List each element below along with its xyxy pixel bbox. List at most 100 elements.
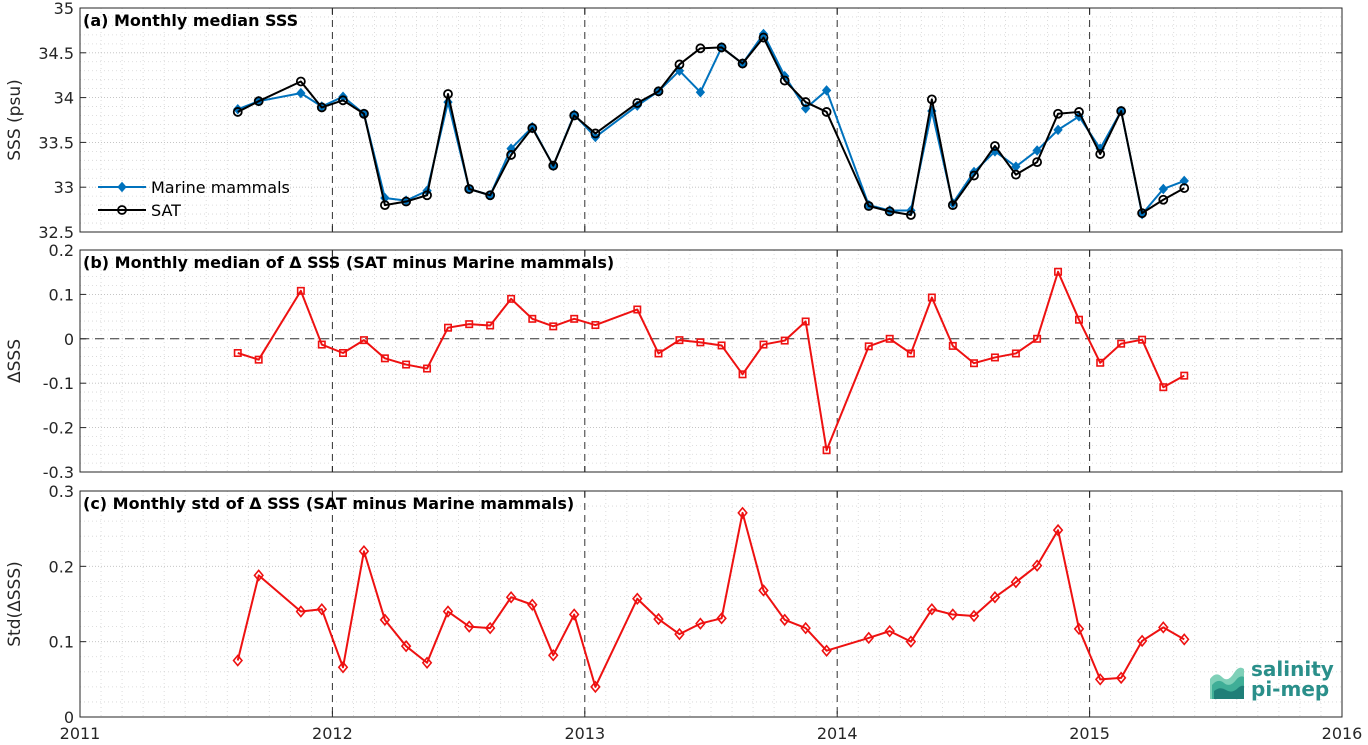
data-point — [568, 608, 580, 621]
data-point — [1074, 315, 1083, 324]
data-point — [990, 353, 999, 362]
data-point — [717, 341, 726, 350]
data-point — [863, 201, 874, 211]
data-point — [970, 359, 979, 368]
data-point — [422, 190, 432, 201]
series-line — [237, 270, 1185, 452]
y-tick-label: 0.1 — [49, 633, 74, 652]
data-point — [527, 598, 538, 611]
logo-text-salinity: salinity — [1251, 657, 1334, 681]
data-point — [695, 43, 706, 54]
data-point — [1054, 267, 1063, 276]
data-point — [1180, 371, 1189, 380]
y-tick-label: 0.2 — [49, 241, 74, 260]
legend: Marine mammals SAT — [98, 178, 290, 220]
data-point — [1179, 175, 1189, 187]
y-tick-label: 32.5 — [38, 223, 74, 242]
data-point — [695, 86, 706, 98]
x-tick-label: 2013 — [564, 724, 605, 743]
data-point — [1094, 673, 1106, 686]
data-point — [337, 661, 349, 674]
data-point — [485, 190, 496, 201]
data-point — [1158, 194, 1169, 205]
data-point — [1032, 145, 1042, 156]
legend-label: SAT — [151, 201, 181, 220]
x-tick-label: 2011 — [60, 724, 101, 743]
panel-a: 32.5 33 33.5 34 34.5 35 SSS (psu) (a) Monthly m… — [5, 0, 1343, 242]
y-axis-label: Std(ΔSSS) — [5, 561, 25, 647]
data-point — [632, 98, 643, 108]
data-point — [359, 108, 369, 119]
salinity-pi-mep-logo: salinity pi-mep — [1208, 655, 1348, 705]
data-point — [295, 605, 307, 618]
data-point — [1011, 349, 1020, 358]
data-point — [296, 286, 305, 295]
y-tick-label: 34 — [54, 89, 74, 108]
axes-box — [79, 7, 1343, 233]
data-point — [316, 102, 327, 113]
data-point — [379, 200, 390, 211]
series-line — [237, 36, 1185, 216]
data-point — [800, 621, 811, 635]
data-point — [738, 370, 747, 379]
data-point — [296, 87, 306, 99]
data-point — [801, 317, 810, 326]
data-point — [884, 624, 895, 638]
data-point — [968, 609, 980, 623]
series-line — [236, 511, 1185, 688]
data-point — [253, 569, 264, 582]
y-tick-label: 0.1 — [49, 285, 74, 304]
data-point — [884, 206, 895, 217]
data-point — [863, 631, 874, 645]
data-point — [1053, 124, 1063, 136]
panel-c: 0 0.1 0.2 0.3 2011 2012 2013 2014 2015 2016 Std(ΔS… — [5, 482, 1362, 743]
data-point — [1179, 183, 1190, 193]
data-point — [442, 605, 454, 618]
data-point — [905, 635, 917, 648]
data-point — [548, 648, 559, 662]
data-point — [737, 506, 748, 520]
data-point — [358, 545, 370, 558]
data-point — [1032, 157, 1043, 168]
data-point — [948, 341, 957, 350]
data-point — [1074, 107, 1084, 117]
data-point — [506, 150, 516, 160]
series-sat — [232, 32, 1190, 220]
panel-title: (c) Monthly std of Δ SSS (SAT minus Mari… — [83, 494, 574, 513]
data-point — [864, 342, 873, 351]
data-point — [716, 42, 727, 53]
data-point — [548, 160, 559, 171]
data-point — [737, 58, 748, 69]
data-point — [1117, 339, 1126, 348]
data-point — [926, 603, 938, 616]
legend-marker — [117, 205, 127, 215]
data-point — [821, 644, 832, 657]
data-point — [947, 200, 958, 211]
data-point — [569, 110, 580, 121]
data-point — [590, 128, 601, 139]
data-point — [653, 612, 664, 626]
data-point — [421, 656, 433, 670]
y-tick-label: -0.1 — [43, 374, 74, 393]
data-point — [990, 141, 1000, 151]
data-point — [822, 446, 831, 455]
data-point — [1096, 358, 1105, 367]
data-point — [233, 349, 242, 358]
data-point — [591, 321, 600, 330]
data-point — [549, 322, 558, 331]
data-point — [1158, 183, 1168, 195]
data-point — [443, 89, 453, 99]
x-tick-label: 2015 — [1069, 724, 1110, 743]
panel-b: -0.3 -0.2 -0.1 0 0.1 0.2 ΔSSS (b) Monthly media… — [5, 241, 1343, 482]
legend-marker — [117, 181, 127, 193]
data-point — [906, 210, 916, 220]
panel-title: (a) Monthly median SSS — [83, 11, 298, 30]
data-point — [926, 94, 937, 105]
data-point — [696, 338, 705, 347]
data-point — [484, 621, 496, 635]
data-point — [359, 336, 368, 345]
data-point — [317, 340, 326, 349]
data-point — [674, 59, 685, 70]
data-point — [339, 349, 348, 358]
data-point — [927, 293, 936, 302]
